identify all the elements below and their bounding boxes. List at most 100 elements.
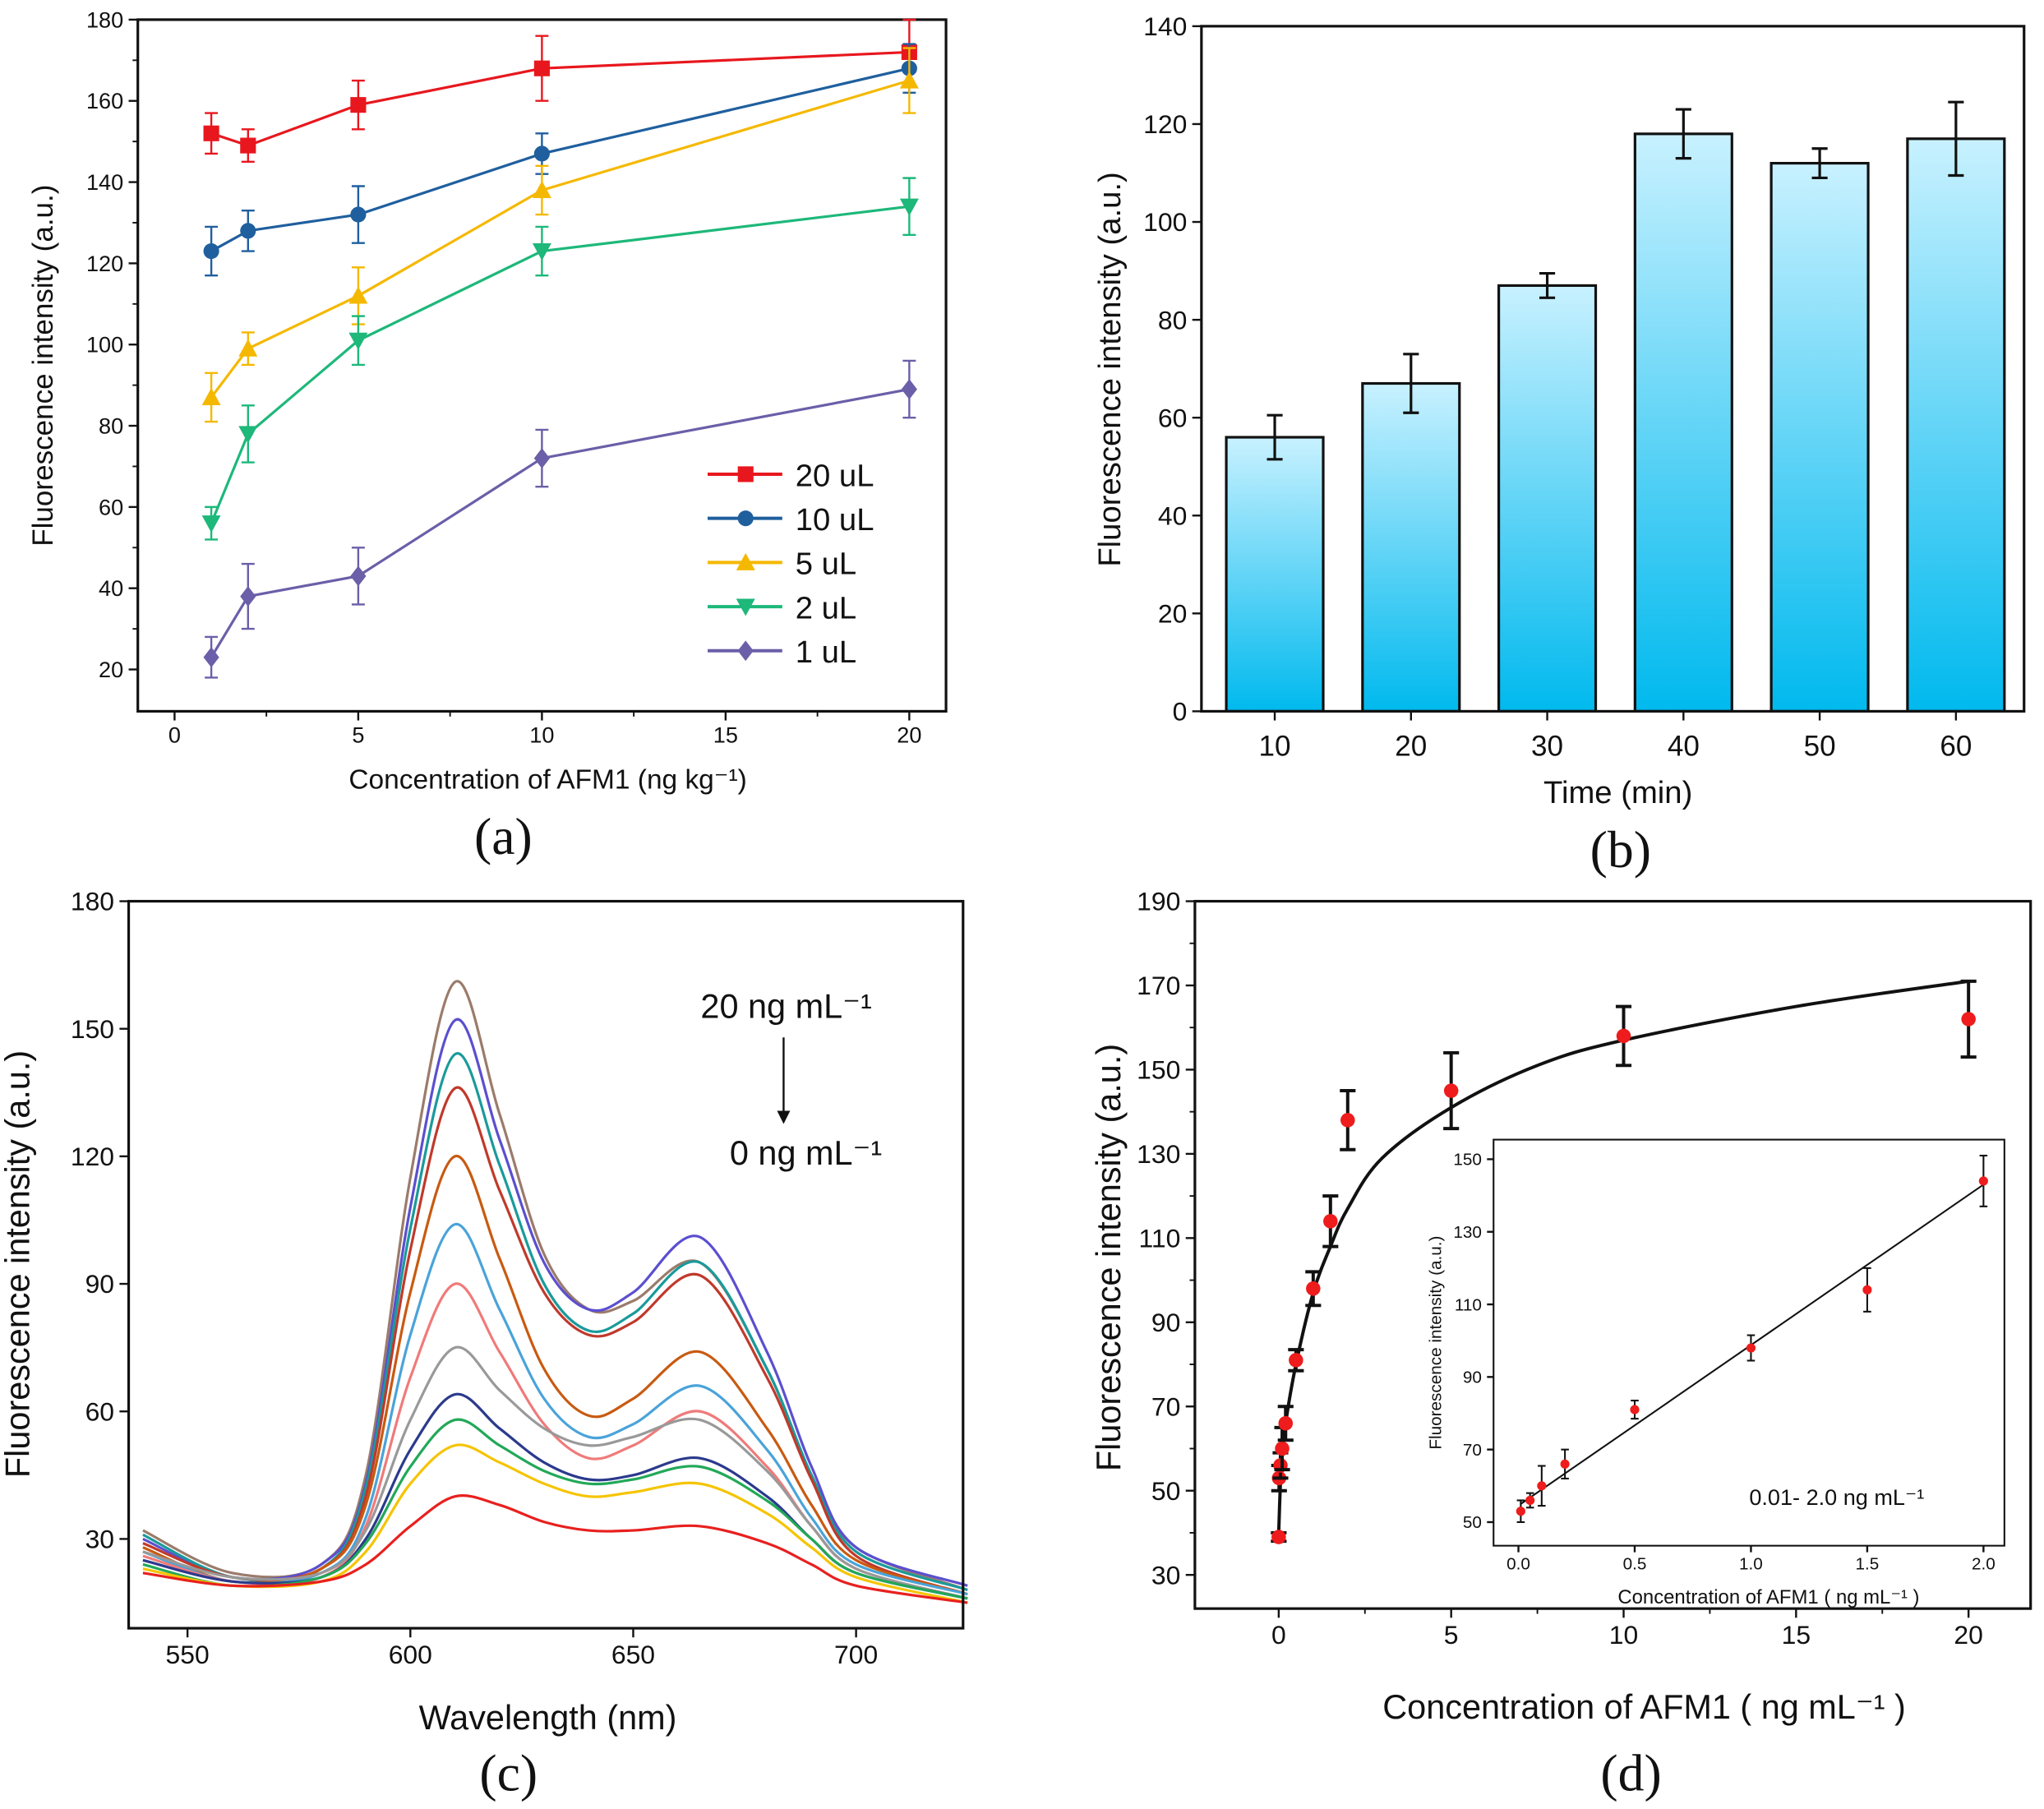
- x-tick-label: 1.5: [1856, 1554, 1880, 1573]
- bar: [1225, 436, 1325, 713]
- series-line: [210, 79, 910, 399]
- x-tick-label: 50: [1804, 731, 1836, 763]
- marker-diamond: [240, 586, 256, 607]
- series-line: [210, 67, 910, 252]
- y-tick-label: 150: [71, 1014, 114, 1044]
- x-tick-label: 550: [166, 1640, 210, 1669]
- spectrum-line-0: [142, 980, 968, 1591]
- panel-a: 0 5 10 15 20 20 40 60 80 100 120 140 160 180 Fluoresce…: [27, 7, 948, 865]
- x-tick-label: 1.0: [1739, 1554, 1763, 1573]
- fit-curve: [1276, 979, 1969, 1534]
- plot-frame: [127, 899, 965, 1630]
- inset-data-point: [1630, 1405, 1640, 1414]
- marker-triangle-down: [736, 598, 755, 616]
- y-tick-label: 40: [99, 575, 123, 601]
- panel-b: 10 20 30 40 50 60 0 20 40 60 80 100 120 140 Fluorescen…: [1092, 12, 2026, 879]
- marker-circle: [533, 145, 550, 162]
- y-tick-label: 100: [1143, 207, 1187, 237]
- series-line: [210, 50, 910, 147]
- x-tick-label: 20: [897, 722, 921, 748]
- x-axis-title: Concentration of AFM1 (ng kg⁻¹): [348, 764, 746, 795]
- legend-label: 1 uL: [796, 635, 856, 670]
- series-3: 2 uL: [201, 177, 919, 625]
- inset-data-point: [1537, 1481, 1547, 1491]
- y-tick-label: 60: [1158, 403, 1187, 432]
- y-tick-label: 120: [71, 1142, 114, 1171]
- marker-circle: [350, 206, 367, 223]
- y-tick-label: 30: [1151, 1560, 1180, 1590]
- series-4: 1 uL: [203, 359, 917, 679]
- marker-diamond: [901, 379, 917, 400]
- y-tick-label: 140: [1143, 12, 1187, 41]
- y-tick-label: 90: [85, 1269, 114, 1299]
- x-tick-label: 2.0: [1972, 1554, 1996, 1573]
- x-tick-label: 10: [529, 722, 554, 748]
- x-tick-label: 0.5: [1623, 1554, 1647, 1573]
- y-tick-label: 70: [1151, 1391, 1180, 1421]
- x-tick-label: 700: [834, 1640, 878, 1669]
- bar: [1769, 161, 1870, 713]
- panel-d: 0 5 10 15 20 30 50 70 90 110 130 150 170 190 Fluoresce…: [1089, 887, 2032, 1802]
- marker-square: [203, 125, 219, 141]
- marker-circle: [240, 223, 256, 239]
- y-tick-label: 80: [99, 413, 123, 439]
- x-tick-label: 40: [1668, 731, 1700, 763]
- data-point: [1306, 1281, 1321, 1296]
- marker-square: [350, 97, 367, 113]
- marker-triangle-up: [899, 71, 919, 89]
- y-tick-label: 60: [99, 494, 123, 519]
- y-tick-label: 130: [1453, 1223, 1482, 1242]
- marker-diamond: [533, 448, 550, 469]
- y-tick-label: 130: [1137, 1139, 1180, 1169]
- y-tick-label: 50: [1463, 1513, 1482, 1532]
- legend-label: 5 uL: [796, 547, 856, 582]
- inset-data-point: [1560, 1459, 1570, 1469]
- x-tick-label: 30: [1531, 731, 1563, 763]
- y-tick-label: 20: [99, 657, 123, 682]
- x-tick-label: 650: [611, 1640, 655, 1669]
- inset-annotation: 0.01- 2.0 ng mL⁻¹: [1749, 1484, 1924, 1510]
- series-2: 5 uL: [201, 47, 919, 582]
- bar: [1361, 381, 1461, 713]
- data-point: [1961, 1012, 1976, 1027]
- legend-label: 10 uL: [796, 502, 874, 538]
- spectrum-line-4: [142, 1155, 968, 1596]
- marker-triangle-up: [532, 180, 551, 199]
- y-tick-label: 30: [85, 1525, 114, 1554]
- x-tick-label: 5: [352, 722, 364, 748]
- bar: [1906, 137, 2006, 713]
- inset-data-point: [1978, 1176, 1988, 1186]
- annotation-bottom: 0 ng mL⁻¹: [730, 1133, 882, 1172]
- data-point: [1443, 1083, 1459, 1098]
- x-axis-title: Wavelength (nm): [419, 1698, 677, 1737]
- y-tick-label: 170: [1137, 971, 1180, 1000]
- y-tick-label: 60: [85, 1396, 114, 1426]
- y-tick-label: 120: [1143, 109, 1187, 139]
- y-tick-label: 180: [86, 7, 123, 32]
- panel-label: (c): [479, 1744, 538, 1802]
- annotation-top: 20 ng mL⁻¹: [700, 986, 871, 1025]
- marker-triangle-down: [899, 198, 919, 216]
- y-axis-title: Fluorescence intensity (a.u.): [1092, 172, 1128, 566]
- y-tick-label: 190: [1137, 887, 1180, 916]
- x-tick-label: 60: [1940, 731, 1972, 763]
- spectra: [142, 980, 968, 1604]
- plot-frame: [1193, 899, 2032, 1610]
- y-tick-label: 90: [1151, 1308, 1180, 1337]
- inset-data-point: [1525, 1495, 1535, 1506]
- y-tick-label: 20: [1158, 598, 1187, 628]
- arrow-head-icon: [777, 1110, 791, 1124]
- y-tick-label: 0: [1173, 697, 1188, 727]
- inset-background: [1493, 1139, 2005, 1546]
- marker-triangle-down: [238, 426, 258, 444]
- legend-label: 20 uL: [796, 458, 874, 493]
- panel-c: 550 600 650 700 30 60 90 120 150 180 Fluorescence …: [0, 887, 968, 1802]
- inset-y-axis-title: Fluorescence intensity (a.u.): [1427, 1236, 1446, 1450]
- y-tick-label: 110: [1139, 1223, 1181, 1253]
- marker-square: [240, 137, 256, 154]
- data-point: [1616, 1028, 1631, 1044]
- y-tick-label: 110: [1455, 1295, 1482, 1314]
- x-tick-label: 600: [389, 1640, 432, 1669]
- legend-label: 2 uL: [796, 590, 856, 625]
